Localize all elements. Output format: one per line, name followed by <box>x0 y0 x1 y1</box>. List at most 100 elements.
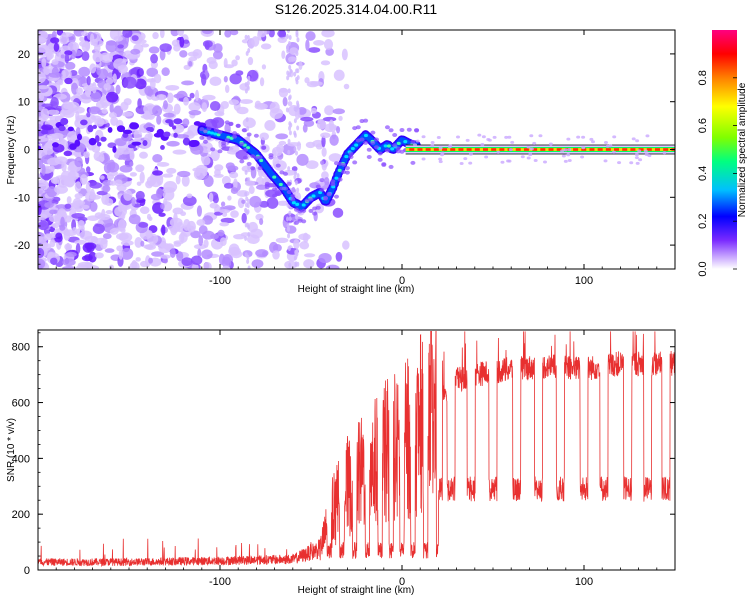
spectrogram-y-label: Frequency (Hz) <box>6 116 17 185</box>
spectrogram-trace-fringe <box>301 208 307 213</box>
spectrogram-streak <box>286 48 290 54</box>
spectrogram-streak <box>285 33 289 39</box>
spectrogram-flat-speck <box>529 147 534 151</box>
spectrogram-noise-blob <box>75 114 88 122</box>
spectrogram-flat-peak <box>573 148 579 151</box>
spectrogram-noise-blob <box>114 179 123 187</box>
spectrogram-noise-blob <box>60 216 65 228</box>
spectrogram-flat-speck <box>560 149 565 153</box>
spectrogram-noise-blob <box>223 182 234 189</box>
spectrogram-streak <box>294 170 298 176</box>
spectrogram-noise-blob <box>244 180 256 187</box>
spectrogram-flat-peak <box>474 148 480 151</box>
colorbar-tick-label: 0.2 <box>697 214 709 229</box>
spectrogram-streak <box>293 71 297 77</box>
spectrogram-noise-blob <box>321 30 335 38</box>
spectrogram-noise-blob <box>255 184 268 190</box>
spectrogram-noise-blob <box>189 92 195 99</box>
spectrogram-noise-blob <box>38 213 48 221</box>
spectrogram-trace-fringe <box>414 128 420 133</box>
spectrogram-noise-blob <box>101 108 108 114</box>
spectrogram-noise-blob <box>209 202 219 209</box>
spectrogram-noise-blob <box>230 187 239 194</box>
snr-x-tick-label: -100 <box>209 576 231 588</box>
colorbar-tick-label: 0.6 <box>697 118 709 133</box>
spectrogram-noise-blob <box>38 68 41 76</box>
spectrogram-noise-blob <box>130 48 141 55</box>
spectrogram-band-blob <box>52 142 59 148</box>
spectrogram-trace-fringe <box>242 155 248 160</box>
spectrogram-trace-fringe <box>319 187 325 192</box>
spectrogram-noise-blob <box>43 66 51 75</box>
spectrogram-trace-fringe <box>326 192 332 197</box>
spectrogram-noise-blob <box>226 165 239 172</box>
spectrogram-flat-speck <box>603 141 608 145</box>
spectrogram-noise-blob <box>176 251 184 262</box>
spectrogram-noise-blob <box>80 204 90 210</box>
spectrogram-noise-blob <box>275 237 289 244</box>
spectrogram-flat-speck <box>566 137 571 141</box>
spectrogram-noise-blob <box>247 56 254 66</box>
spectrogram-trace-core <box>311 194 316 198</box>
spectrogram-noise-blob <box>139 68 144 76</box>
spectrogram-noise-blob <box>75 243 81 255</box>
spectrogram-noise-blob <box>85 181 91 193</box>
spectrogram-streak <box>295 51 299 57</box>
spectrogram-noise-blob <box>68 74 82 81</box>
spectrogram-noise-blob <box>305 39 310 51</box>
spectrogram-noise-blob <box>41 57 47 68</box>
spectrogram-noise-blob <box>105 210 113 215</box>
spectrogram-trace-fringe <box>308 197 314 202</box>
spectrogram-noise-blob <box>323 39 334 50</box>
spectrogram-noise-blob <box>117 44 124 49</box>
spectrogram-flat-speck <box>529 134 534 138</box>
spectrogram-noise-blob <box>281 50 286 60</box>
spectrogram-noise-blob <box>98 68 109 80</box>
spectrogram-noise-blob <box>328 119 334 131</box>
spectrogram-flat-peak <box>581 148 587 151</box>
spectrogram-noise-blob <box>120 240 134 246</box>
spectrogram-noise-blob <box>310 81 323 87</box>
spectrogram-trace-core <box>383 144 388 148</box>
spectrogram-flat-speck <box>634 156 639 160</box>
snr-series-line <box>38 331 675 568</box>
spectrogram-noise-blob <box>161 244 174 250</box>
spectrogram-noise-blob <box>151 251 165 257</box>
spectrogram-noise-blob <box>229 73 242 85</box>
spectrogram-flat-speck <box>438 160 443 164</box>
spectrogram-noise-blob <box>169 248 176 258</box>
spectrogram-trace-fringe <box>330 179 336 184</box>
spectrogram-noise-blob <box>249 195 262 208</box>
spectrogram-noise-blob <box>65 251 77 257</box>
spectrogram-trace-fringe <box>370 130 376 135</box>
spectrogram-noise-blob <box>182 118 190 127</box>
spectrogram-noise-blob <box>269 107 284 119</box>
spectrogram-noise-blob <box>202 30 213 35</box>
spectrogram-noise-blob <box>93 151 102 162</box>
spectrogram-flat-speck <box>465 138 470 142</box>
spectrogram-noise-blob <box>156 161 170 167</box>
spectrogram-flat-speck <box>612 135 617 139</box>
spectrogram-noise-blob <box>161 224 166 236</box>
spectrogram-trace-fringe <box>406 127 412 132</box>
spectrogram-noise-blob <box>293 239 300 250</box>
spectrogram-noise-blob <box>117 219 127 231</box>
spectrogram-noise-blob <box>115 84 121 95</box>
spectrogram-trace-fringe <box>235 123 241 128</box>
spectrogram-noise-blob <box>175 134 190 139</box>
spectrogram-noise-blob <box>64 53 70 64</box>
spectrogram-trace-fringe <box>330 182 336 187</box>
spectrogram-noise-blob <box>230 210 239 218</box>
spectrogram-noise-blob <box>73 200 86 206</box>
colorbar-ticks: 0.0 0.2 0.4 0.6 0.8 <box>697 70 737 277</box>
spectrogram-trace-fringe <box>377 157 383 162</box>
spectrogram-trace-fringe <box>213 127 219 132</box>
spectrogram-noise-blob <box>229 30 239 36</box>
spectrogram-noise-blob <box>160 203 165 210</box>
spectrogram-noise-blob <box>196 205 202 217</box>
spectrogram-flat-peak <box>417 148 423 151</box>
spectrogram-noise-blob <box>255 249 269 258</box>
spectrogram-flat-speck <box>617 161 622 165</box>
spectrogram-noise-blob <box>128 214 141 225</box>
snr-plot: -100 0 100 0 200 400 600 800 Height of straigh… <box>6 329 676 596</box>
